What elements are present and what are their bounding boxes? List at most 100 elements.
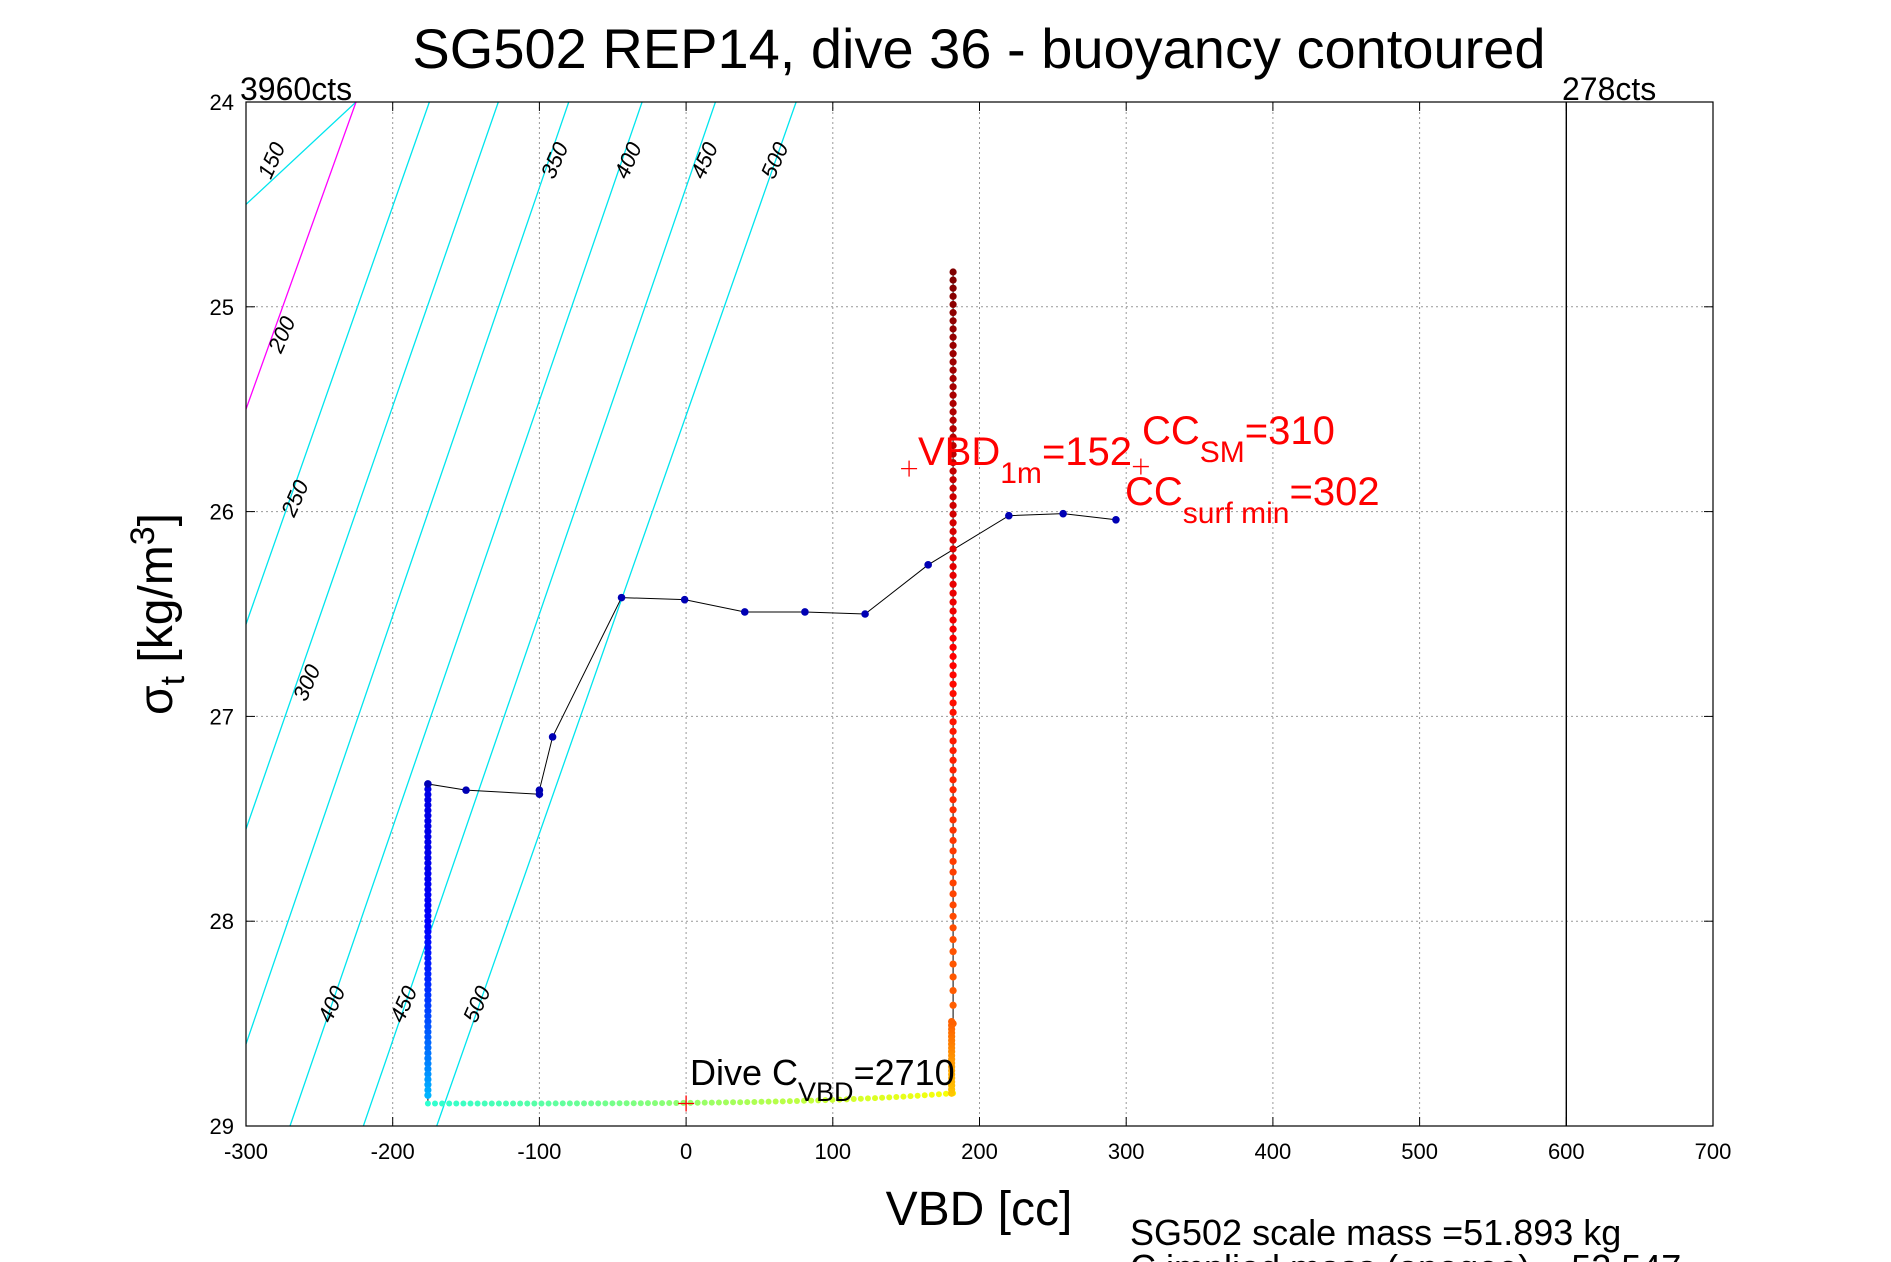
data-point-blue [424, 1075, 432, 1084]
data-point-red [949, 425, 957, 433]
data-point-blue [424, 896, 432, 904]
data-point-blue [424, 1044, 432, 1052]
data-point-red [949, 718, 957, 726]
data-point-bottom [545, 1100, 552, 1107]
data-point-red [949, 562, 957, 571]
data-point-bottom [637, 1100, 644, 1107]
data-point-bottom [843, 1096, 850, 1103]
data-point-profile [801, 608, 809, 616]
x-tick-label: 600 [1548, 1139, 1585, 1164]
data-point-profile [861, 610, 869, 618]
data-point-bottom [730, 1099, 737, 1106]
data-point-red [949, 776, 957, 784]
data-point-red [949, 333, 957, 341]
contour-line-200 [246, 102, 357, 410]
data-point-red [949, 501, 957, 510]
data-point-profile [617, 593, 626, 602]
data-point-bottom [893, 1093, 900, 1100]
x-tick-label: -300 [224, 1139, 268, 1164]
data-point-blue [424, 1091, 432, 1099]
data-point-red [949, 442, 957, 450]
data-point-red [949, 607, 957, 615]
data-point-red [949, 450, 957, 458]
data-point-blue [424, 806, 432, 814]
data-point-bottom [630, 1100, 637, 1107]
data-point-blue [424, 1033, 432, 1041]
contour-line-350 [246, 102, 570, 1045]
data-point-blue [424, 1070, 432, 1078]
data-point-blue [424, 975, 432, 983]
data-point-bottom [942, 1090, 949, 1097]
data-point-bottom [609, 1100, 616, 1107]
data-point-red [949, 756, 957, 764]
data-point-bottom [914, 1092, 921, 1099]
contour-line-300 [246, 102, 499, 830]
data-point-red [949, 836, 957, 845]
data-point-bottom [722, 1099, 729, 1106]
data-point-red [949, 554, 957, 562]
data-point-red [949, 912, 957, 920]
data-point-red [949, 737, 957, 745]
data-point-bottom [708, 1099, 715, 1106]
data-point-bottom [935, 1091, 942, 1098]
data-point-red [949, 634, 957, 642]
data-point-red [949, 589, 957, 597]
data-point-bottom [439, 1100, 446, 1107]
x-tick-label: -200 [371, 1139, 415, 1164]
data-point-red [949, 796, 957, 804]
contour-line-150 [246, 102, 357, 205]
data-point-bottom [857, 1095, 864, 1102]
data-point-bottom [744, 1099, 751, 1106]
data-point-blue [424, 1060, 432, 1068]
profile-series [424, 268, 1120, 1107]
annotation-ccsurf: CCsurf min=302 [1125, 470, 1380, 530]
data-point-bottom [872, 1095, 879, 1102]
contour-label-200: 200 [262, 312, 300, 357]
data-point-bottom [701, 1099, 708, 1106]
data-point-bottom [531, 1100, 538, 1107]
data-point-bottom [921, 1092, 928, 1099]
data-point-blue [424, 848, 432, 857]
data-point-blue [424, 1023, 432, 1031]
x-tick-label: 300 [1108, 1139, 1145, 1164]
data-point-bottom [652, 1100, 659, 1107]
data-point-red [949, 960, 957, 968]
data-point-bottom [886, 1094, 893, 1101]
x-tick-label: 700 [1695, 1139, 1732, 1164]
data-point-bottom [815, 1097, 822, 1104]
data-point-blue [424, 833, 432, 841]
y-tick-label: 26 [210, 500, 234, 525]
data-point-bottom [502, 1100, 509, 1107]
data-point-bottom [616, 1100, 623, 1107]
data-point-red [949, 571, 957, 580]
data-point-red [949, 519, 957, 527]
data-point-bottom [495, 1100, 502, 1107]
contour-label-300: 300 [288, 660, 326, 704]
data-point-red [949, 868, 957, 876]
data-point-profile [548, 733, 557, 741]
data-point-red [949, 300, 957, 309]
data-point-bottom [453, 1100, 460, 1107]
contour-label-lower-450: 450 [385, 982, 423, 1026]
data-point-red [949, 284, 957, 292]
data-point-bottom [907, 1093, 914, 1100]
data-point-bottom [581, 1100, 588, 1107]
data-point-blue [424, 801, 432, 809]
x-axis-label: VBD [cc] [886, 1183, 1073, 1236]
data-point-blue [424, 891, 432, 899]
data-point-bottom [588, 1100, 595, 1107]
data-point-red [949, 399, 957, 408]
data-point-red [949, 643, 957, 651]
data-point-blue [424, 838, 432, 846]
data-point-bottom [879, 1094, 886, 1101]
ylabel-symbol: σ [130, 685, 183, 715]
data-point-bottom [474, 1100, 481, 1107]
data-point-profile [1005, 511, 1013, 520]
data-point-blue [424, 996, 432, 1004]
ylabel-units-b: ] [130, 513, 183, 526]
data-point-bottom [488, 1100, 495, 1107]
y-tick-label: 24 [210, 90, 234, 115]
contour-labels: 150 200 250 300 350 400 450 500 400 450 500 [253, 138, 794, 1026]
data-point-bottom [602, 1100, 609, 1107]
data-point-bottom [758, 1098, 765, 1105]
